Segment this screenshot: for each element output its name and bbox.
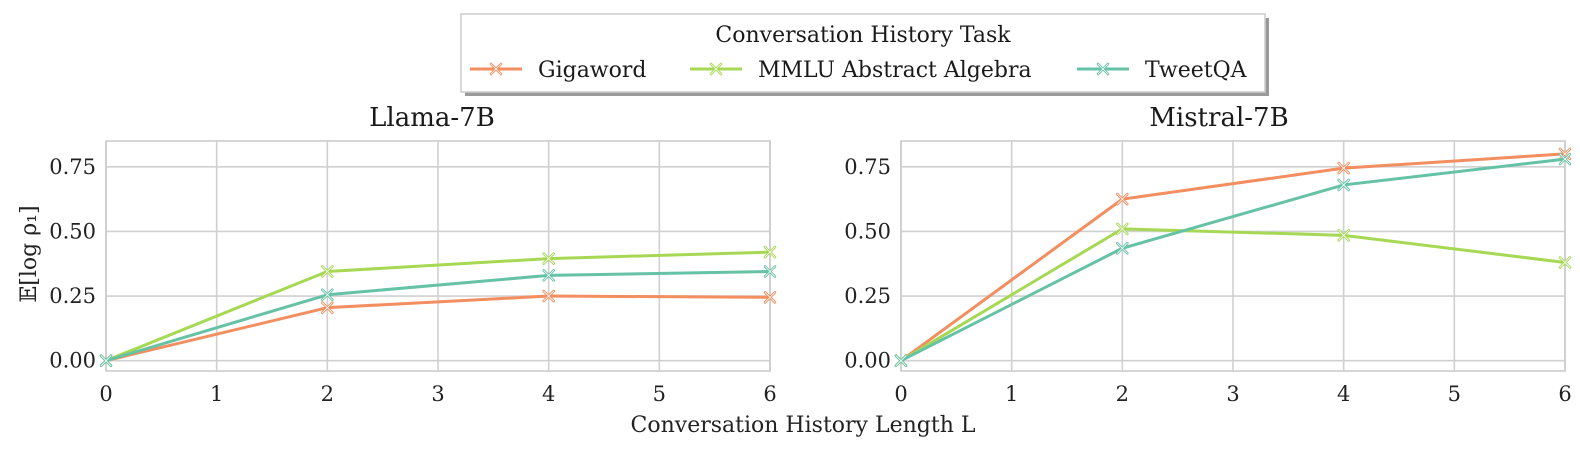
series-line	[105, 270, 771, 363]
legend: Conversation History Task Gigaword MMLU A…	[460, 13, 1269, 96]
legend-box	[460, 13, 1266, 93]
y-tick-label: 0.50	[49, 219, 96, 243]
legend-entry-2: TweetQA	[1077, 58, 1248, 83]
y-tick-label: 0.75	[49, 155, 96, 179]
data-point	[1558, 256, 1572, 269]
x-tick-label: 5	[653, 382, 666, 406]
x-axis-label: Conversation History Length L	[631, 413, 976, 438]
y-tick-label: 0.25	[844, 284, 891, 308]
y-axis-label: 𝔼[log ρ₁]	[17, 205, 42, 302]
legend-marker	[709, 62, 723, 76]
data-point	[1337, 178, 1350, 192]
data-point	[1116, 241, 1129, 255]
x-tick-label: 4	[542, 382, 555, 406]
series-line	[900, 227, 1566, 362]
legend-title: Conversation History Task	[715, 23, 1011, 48]
series-tweetqa	[894, 152, 1572, 367]
grid	[900, 141, 1566, 371]
plot-frame	[105, 140, 771, 372]
panel-mistral: Mistral-7B 0 1 2 3 4 5 6 0.00 0.25 0.50 0.75	[844, 103, 1571, 406]
y-tick-label: 0.75	[844, 155, 891, 179]
y-tick-label: 0.00	[49, 349, 96, 373]
panel-title-llama: Llama-7B	[369, 103, 495, 133]
y-tick-label: 0.25	[49, 284, 96, 308]
x-tick-label: 2	[1116, 382, 1129, 406]
y-tick-label: 0.00	[844, 349, 891, 373]
data-point	[1116, 222, 1129, 236]
data-point	[1337, 161, 1350, 175]
x-tick-label: 1	[210, 382, 223, 406]
series-line	[900, 157, 1566, 363]
legend-label: Gigaword	[538, 58, 647, 83]
series-line	[900, 152, 1566, 362]
data-point	[763, 291, 777, 304]
x-tick-label: 5	[1448, 382, 1461, 406]
data-point	[1337, 229, 1350, 242]
x-tick-label: 3	[431, 382, 444, 406]
legend-entries: Gigaword MMLU Abstract Algebra TweetQA	[470, 58, 1248, 83]
x-tick-label: 1	[1005, 382, 1018, 406]
data-point	[1116, 192, 1129, 206]
data-point	[1558, 152, 1572, 166]
legend-entry-1: MMLU Abstract Algebra	[690, 58, 1032, 83]
legend-entry-0: Gigaword	[470, 58, 647, 83]
data-point	[321, 265, 334, 278]
panel-llama: Llama-7B 𝔼[log ρ₁] 0 1 2 3 4 5 6 0.00 0.25 0.50 0.…	[17, 103, 777, 406]
legend-label: TweetQA	[1145, 58, 1248, 83]
y-tick-label: 0.50	[844, 219, 891, 243]
data-point	[763, 265, 777, 278]
x-tick-label: 0	[99, 382, 112, 406]
legend-label: MMLU Abstract Algebra	[758, 58, 1032, 83]
series-tweetqa	[99, 265, 777, 367]
legend-marker	[1096, 62, 1110, 76]
data-point	[321, 288, 334, 302]
series-line	[105, 294, 771, 363]
data-point	[542, 252, 555, 265]
series-mmlu-abstract-algebra	[894, 222, 1572, 367]
x-tick-label: 6	[763, 382, 776, 406]
x-tick-label: 0	[894, 382, 907, 406]
data-point	[763, 245, 777, 259]
x-tick-label: 3	[1226, 382, 1239, 406]
data-point	[894, 354, 908, 367]
x-tick-label: 2	[321, 382, 334, 406]
series-line	[105, 250, 771, 363]
data-point	[542, 289, 555, 303]
data-point	[542, 269, 555, 282]
legend-marker	[489, 62, 503, 76]
data-point	[321, 301, 334, 314]
x-tick-label: 6	[1558, 382, 1571, 406]
x-tick-label: 4	[1337, 382, 1350, 406]
plot-frame	[900, 140, 1566, 372]
data-point	[99, 354, 113, 367]
panel-title-mistral: Mistral-7B	[1149, 103, 1288, 133]
